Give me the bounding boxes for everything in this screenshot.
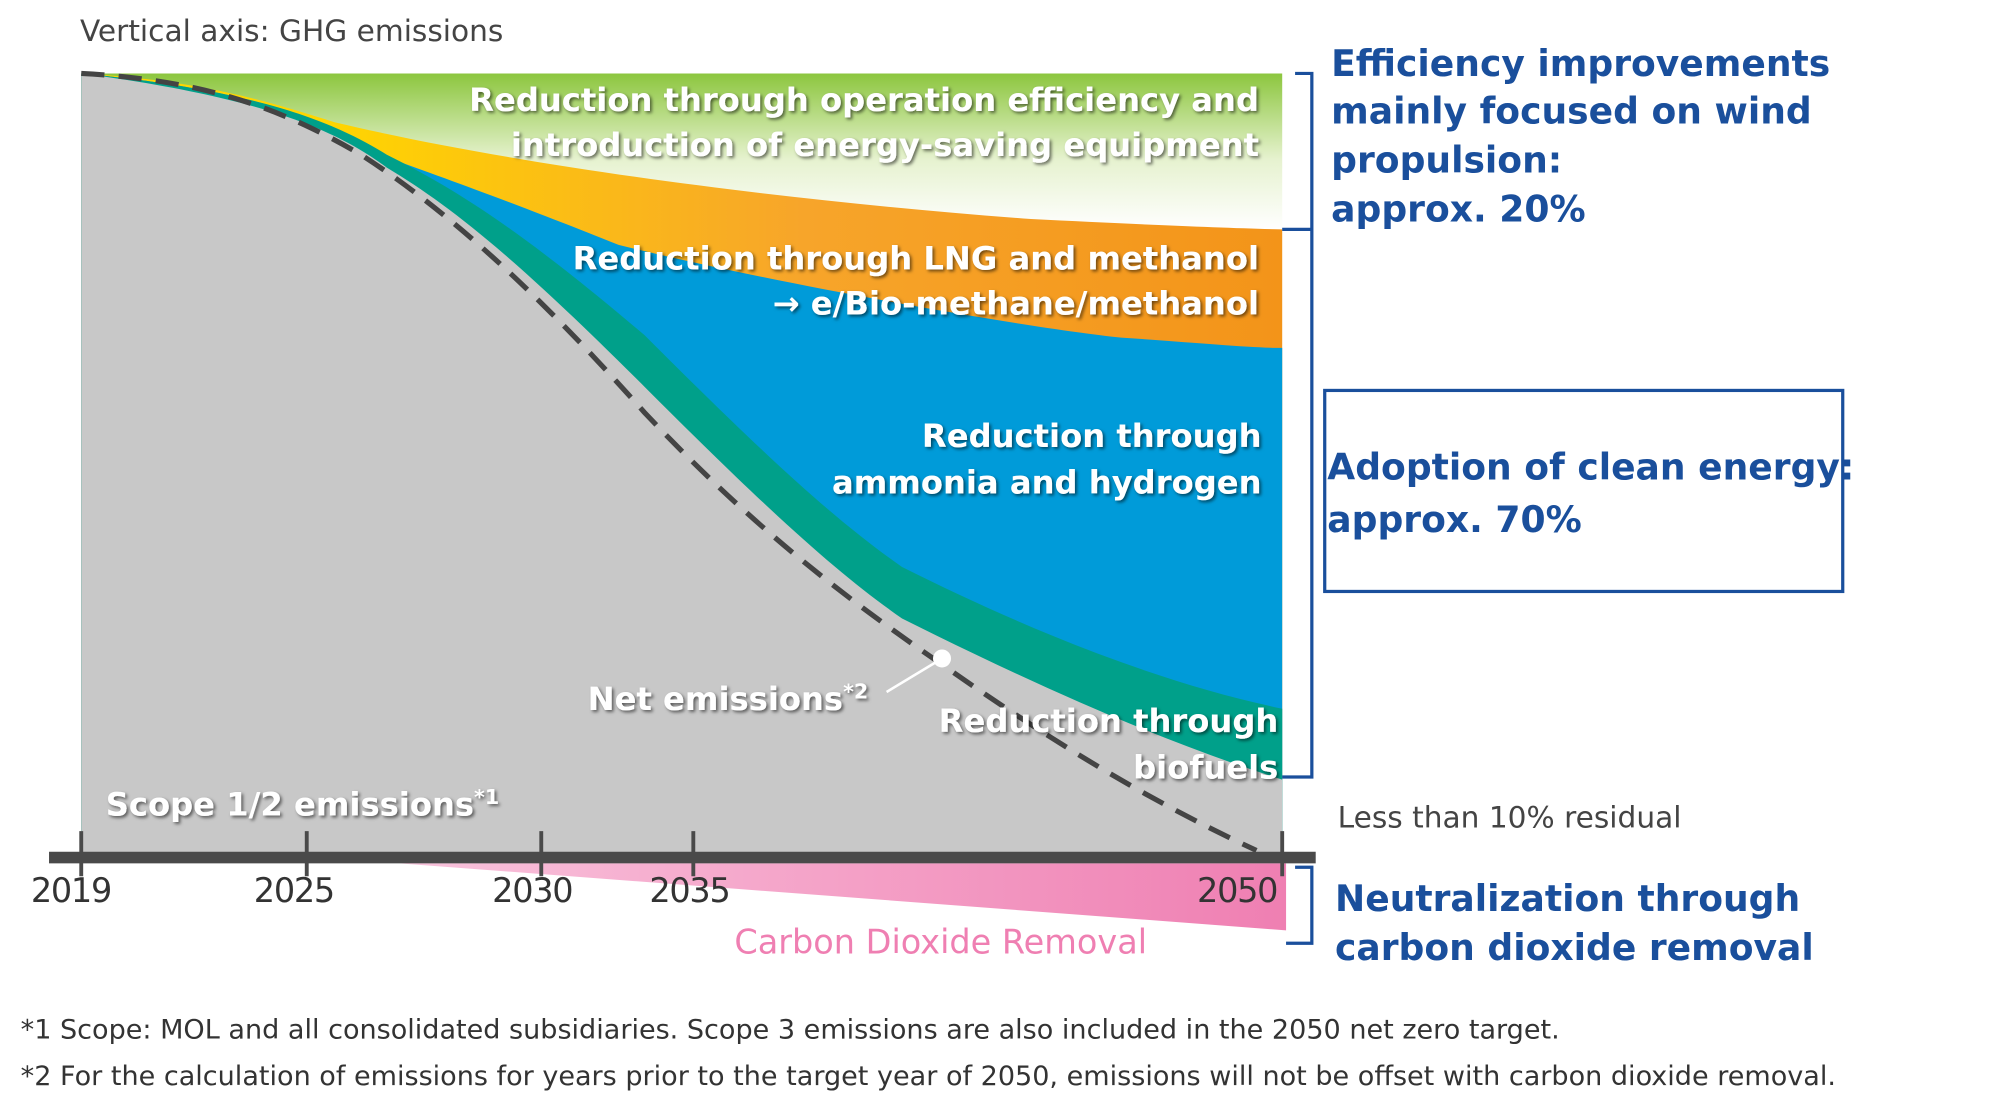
x-axis — [49, 851, 1316, 864]
bracket-text: approx. 70% — [1327, 499, 1581, 541]
axis-label: Vertical axis: GHG emissions — [80, 13, 503, 48]
region-label: Reduction through — [939, 702, 1279, 740]
region-label: → e/Bio-methane/methanol — [773, 284, 1259, 322]
bracket-text: approx. 20% — [1331, 189, 1585, 231]
year: 2030 — [492, 871, 572, 910]
residual-text: Less than 10% residual — [1338, 799, 1682, 834]
net-emissions-line — [81, 70, 1258, 853]
net-dot — [932, 649, 952, 668]
bracket-text: Neutralization through — [1335, 878, 1800, 920]
region-label: introduction of energy-saving equipment — [511, 126, 1259, 164]
clean-box — [1323, 388, 1845, 594]
removal-area — [399, 863, 1287, 931]
removal-label: Carbon Dioxide Removal — [734, 923, 1147, 962]
region-label: Reduction through operation efficiency a… — [469, 81, 1259, 119]
scope-text: Scope 1/2 emissions — [106, 786, 474, 824]
net-text: Net emissions — [588, 680, 843, 718]
year: 2050 — [1197, 871, 1277, 910]
year: 2019 — [31, 871, 111, 910]
region-label: ammonia and hydrogen — [832, 464, 1262, 502]
scope-note: *1 — [474, 785, 499, 809]
areas — [81, 70, 1287, 931]
scope-area — [81, 73, 1283, 857]
bracket-text: propulsion: — [1331, 140, 1562, 182]
year: 2025 — [254, 871, 334, 910]
bracket-text: Efficiency improvements — [1331, 43, 1830, 85]
scope-label: Scope 1/2 emissions*1 — [106, 785, 499, 824]
footnote: *2 For the calculation of emissions for … — [21, 1061, 1836, 1092]
net-label: Net emissions*2 — [588, 679, 869, 718]
region-label: Reduction through LNG and methanol — [573, 239, 1259, 277]
region-label: biofuels — [1133, 748, 1278, 786]
axis: 2019 2025 2030 2035 2050 — [31, 831, 1316, 910]
year: 2035 — [649, 871, 729, 910]
brackets — [1282, 71, 1845, 945]
region-label: Reduction through — [922, 417, 1262, 455]
bracket-text: Adoption of clean energy: — [1327, 446, 1854, 488]
bracket-text: carbon dioxide removal — [1335, 927, 1814, 969]
net-pointer — [885, 657, 943, 694]
net-note: *2 — [843, 679, 868, 703]
bracket-removal — [1286, 865, 1314, 945]
footnote: *1 Scope: MOL and all consolidated subsi… — [21, 1015, 1560, 1046]
bracket-efficiency — [1282, 71, 1314, 779]
bracket-text: mainly focused on wind — [1331, 91, 1812, 133]
